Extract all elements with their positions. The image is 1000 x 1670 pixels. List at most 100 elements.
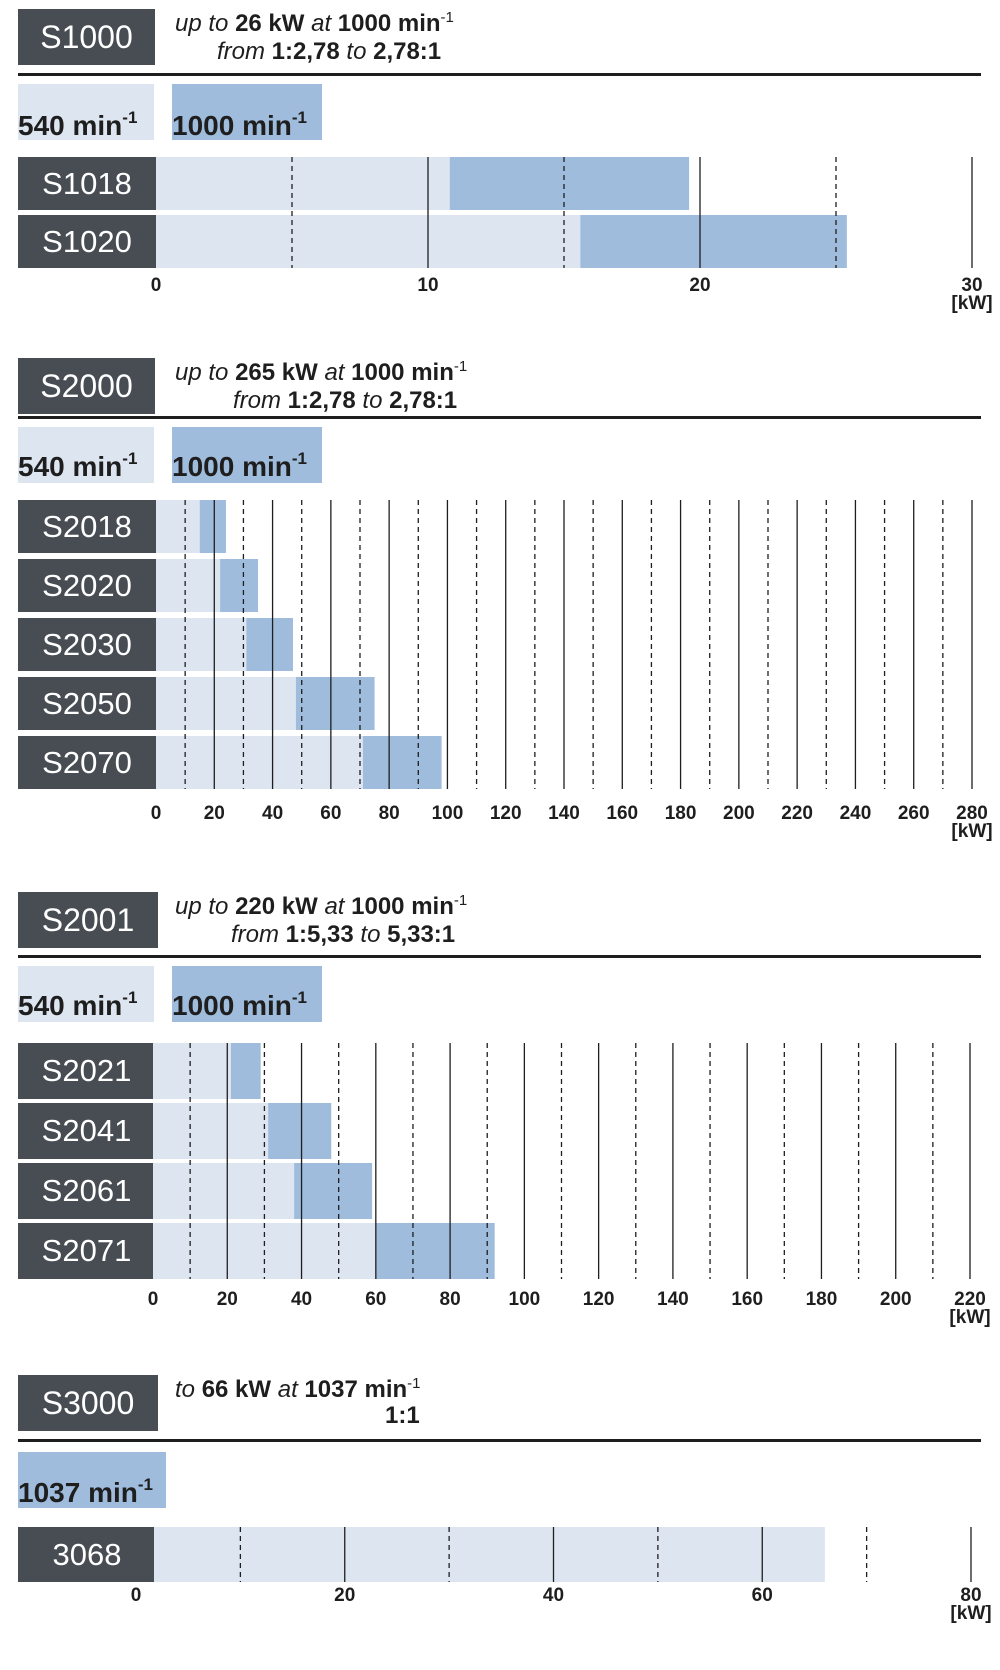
spec-at: at (324, 359, 345, 386)
spec-up-to: up to (175, 10, 229, 37)
x-tick-label: 140 (548, 803, 580, 824)
x-tick-label: 240 (840, 803, 872, 824)
legend-label-540: 540 min-1 (18, 988, 138, 1021)
section-rule (18, 73, 981, 76)
x-tick-label: 160 (731, 1289, 763, 1310)
x-tick-label: 0 (131, 1585, 142, 1606)
x-tick-label: 200 (723, 803, 755, 824)
legend-swatch-540 (18, 966, 154, 1022)
bar-1000 (375, 1223, 495, 1279)
spec-speed-exp: -1 (440, 9, 454, 26)
series-title: S3000 (41, 1384, 135, 1421)
spec-to: to (360, 921, 381, 948)
bar-1000 (220, 559, 258, 612)
spec-power: 26 kW (235, 10, 305, 37)
bar-540 (156, 618, 247, 671)
x-tick-label: 120 (490, 803, 522, 824)
bar-540 (153, 1163, 295, 1219)
row-label: S2050 (18, 677, 156, 730)
spec-speed: 1000 min (351, 359, 454, 386)
spec-power: 220 kW (235, 893, 318, 920)
bar-540 (156, 736, 363, 789)
legend-swatch-1000 (172, 966, 322, 1022)
spec-ratio-max: 2,78:1 (373, 38, 442, 65)
spec-at: at (311, 10, 332, 37)
row-label: S2061 (18, 1163, 155, 1219)
x-tick-label: 60 (365, 1289, 386, 1310)
x-unit-label: [kW] (951, 821, 992, 842)
legend-swatch-540 (18, 84, 154, 140)
x-tick-label: 60 (752, 1585, 773, 1606)
legend-label-540: 540 min-1 (18, 449, 138, 482)
row-label: S2071 (18, 1223, 155, 1279)
spec-ratio-min: 1:2,78 (287, 387, 356, 414)
series-title-badge: S1000 (18, 9, 155, 65)
bar-1000 (362, 736, 442, 789)
spec-speed-exp: -1 (453, 358, 468, 375)
x-tick-label: 260 (898, 803, 930, 824)
x-tick-label: 20 (204, 803, 225, 824)
x-unit-label: [kW] (951, 293, 992, 314)
x-tick-label: 40 (543, 1585, 564, 1606)
x-tick-label: 180 (665, 803, 697, 824)
series-title: S2000 (40, 367, 133, 404)
section-rule (18, 416, 981, 419)
x-tick-label: 100 (432, 803, 464, 824)
spec-ratio-max: 2,78:1 (389, 387, 458, 414)
series-title-badge: S2001 (18, 892, 158, 948)
legend-label-1037: 1037 min-1 (18, 1475, 153, 1508)
bar-540 (156, 500, 200, 553)
legend-label-540: 540 min-1 (18, 108, 138, 141)
x-tick-label: 20 (689, 275, 710, 296)
bar-1000 (295, 677, 375, 730)
row-label: 3068 (18, 1527, 156, 1582)
bar-540 (156, 677, 296, 730)
spec-at: at (324, 893, 345, 920)
spec-up-to: to (175, 1376, 196, 1403)
spec-from: from (233, 387, 281, 414)
row-label: S2018 (18, 500, 156, 553)
x-tick-label: 160 (606, 803, 638, 824)
legend-swatch-1000 (172, 427, 322, 483)
x-tick-label: 220 (954, 1289, 986, 1310)
spec-speed-exp: -1 (407, 1375, 421, 1392)
x-tick-label: 200 (880, 1289, 912, 1310)
section-rule (18, 1439, 981, 1442)
x-tick-label: 0 (148, 1289, 159, 1310)
legend-label-1000: 1000 min-1 (172, 108, 307, 141)
series-title: S1000 (40, 18, 133, 55)
spec-ratio-min: 1:5,33 (285, 921, 354, 948)
legend-swatch-540 (18, 427, 154, 483)
row-label: S2030 (18, 618, 156, 671)
x-tick-label: 10 (417, 275, 438, 296)
x-tick-label: 20 (334, 1585, 355, 1606)
bar-540 (153, 1043, 231, 1099)
bar-1000 (449, 157, 690, 210)
x-tick-label: 0 (151, 275, 162, 296)
row-label: S2020 (18, 559, 156, 612)
row-label: S2041 (18, 1103, 155, 1159)
x-tick-label: 80 (379, 803, 400, 824)
legend-label-1000: 1000 min-1 (172, 988, 307, 1021)
bar-540 (156, 157, 450, 210)
row-label: S1018 (18, 157, 156, 210)
row-label: S2070 (18, 736, 156, 789)
spec-up-to: up to (175, 893, 229, 920)
section-rule (18, 955, 981, 958)
spec-ratio-min: 1:2,78 (271, 38, 340, 65)
x-tick-label: 30 (961, 275, 982, 296)
legend-swatch-1037 (18, 1452, 166, 1508)
x-unit-label: [kW] (950, 1603, 991, 1624)
bar-1000 (199, 500, 226, 553)
x-tick-label: 40 (262, 803, 283, 824)
spec-power: 66 kW (201, 1376, 272, 1403)
legend-swatch-1000 (172, 84, 322, 140)
spec-from: from (231, 921, 279, 948)
spec-ratio: 1:1 (385, 1402, 420, 1429)
x-tick-label: 120 (583, 1289, 615, 1310)
series-title-badge: S2000 (18, 358, 155, 414)
spec-power: 265 kW (235, 359, 318, 386)
bar-1037 (154, 1527, 825, 1582)
spec-speed: 1037 min (304, 1376, 408, 1403)
